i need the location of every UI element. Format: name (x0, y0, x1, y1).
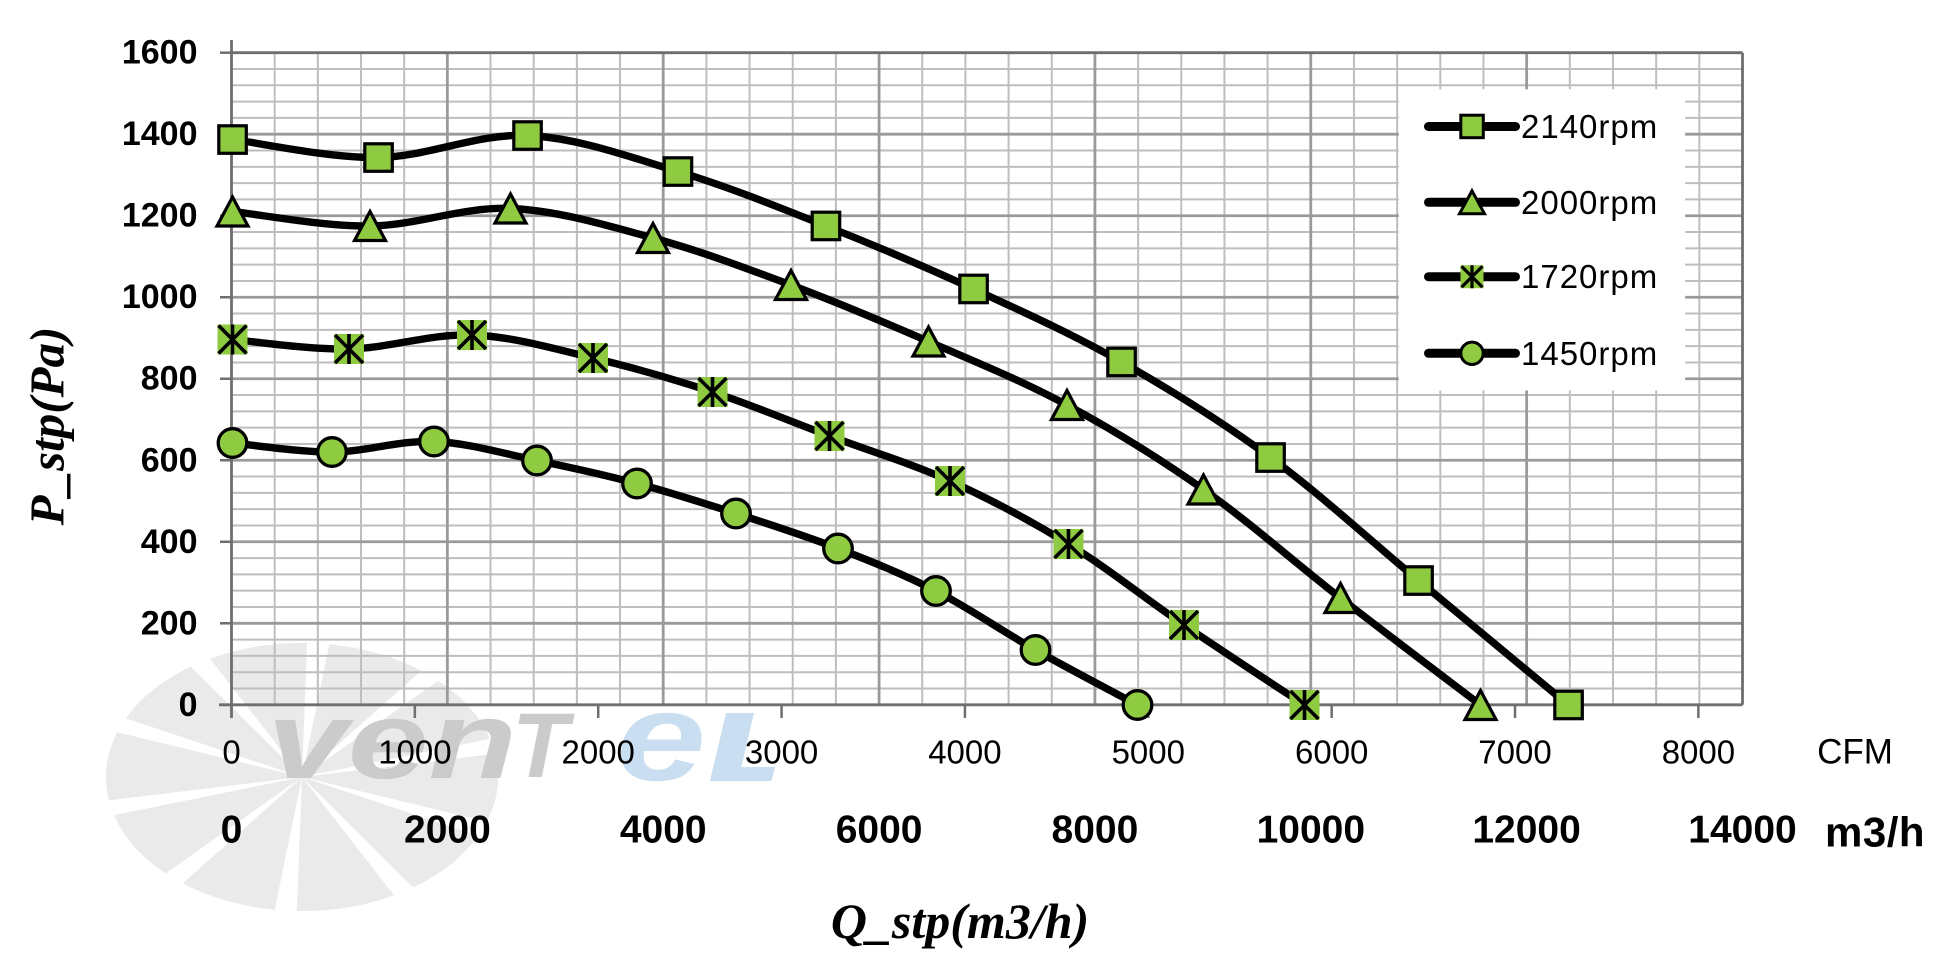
svg-text:6000: 6000 (836, 809, 923, 852)
svg-text:200: 200 (141, 604, 198, 642)
svg-text:3000: 3000 (745, 734, 818, 771)
svg-text:1450rpm: 1450rpm (1521, 335, 1658, 372)
svg-text:e: e (616, 668, 706, 807)
svg-text:0: 0 (179, 686, 198, 724)
svg-text:T: T (512, 695, 575, 797)
svg-text:CFM: CFM (1817, 733, 1893, 772)
svg-text:600: 600 (141, 441, 198, 479)
svg-text:4000: 4000 (620, 809, 707, 852)
svg-text:800: 800 (141, 360, 198, 398)
svg-text:P_stp(Pa): P_stp(Pa) (20, 327, 75, 527)
svg-text:2000rpm: 2000rpm (1521, 184, 1658, 221)
svg-text:0: 0 (222, 734, 240, 771)
svg-text:7000: 7000 (1478, 734, 1551, 771)
svg-text:12000: 12000 (1472, 809, 1580, 852)
svg-text:14000: 14000 (1688, 809, 1796, 852)
svg-text:ven: ven (267, 679, 517, 802)
svg-text:5000: 5000 (1112, 734, 1185, 771)
svg-text:2000: 2000 (561, 734, 634, 771)
svg-text:8000: 8000 (1662, 734, 1735, 771)
svg-text:1600: 1600 (122, 34, 198, 72)
svg-text:m3/h: m3/h (1825, 809, 1925, 856)
svg-text:1000: 1000 (378, 734, 451, 771)
svg-text:1400: 1400 (122, 115, 198, 153)
svg-text:1200: 1200 (122, 197, 198, 235)
svg-text:6000: 6000 (1295, 734, 1368, 771)
svg-text:Q_stp(m3/h): Q_stp(m3/h) (831, 893, 1089, 949)
svg-text:400: 400 (141, 523, 198, 561)
svg-text:1720rpm: 1720rpm (1521, 258, 1658, 295)
svg-text:2140rpm: 2140rpm (1521, 108, 1658, 145)
svg-text:10000: 10000 (1257, 809, 1365, 852)
svg-text:4000: 4000 (928, 734, 1001, 771)
svg-text:1000: 1000 (122, 278, 198, 316)
svg-text:0: 0 (221, 809, 243, 852)
svg-text:2000: 2000 (404, 809, 491, 852)
svg-text:8000: 8000 (1052, 809, 1139, 852)
